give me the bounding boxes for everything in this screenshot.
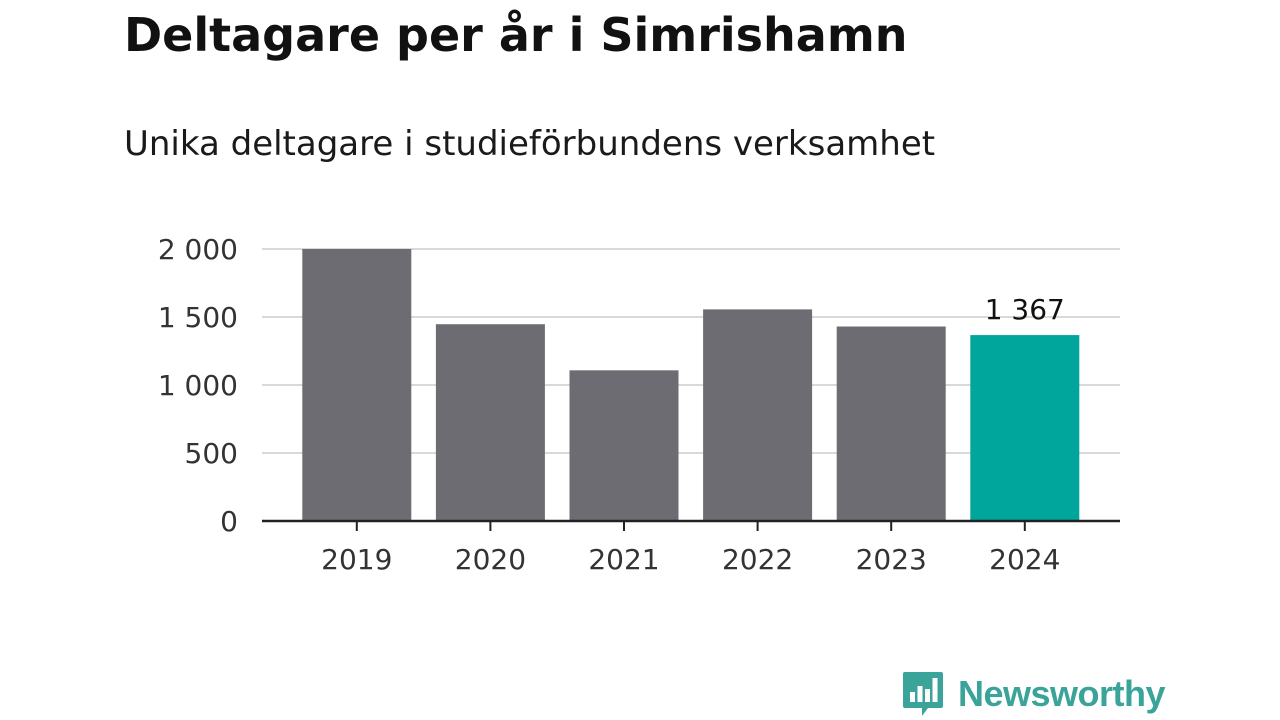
y-tick-label: 1 500 (158, 301, 238, 334)
data-label: 1 367 (985, 293, 1065, 326)
y-tick-label: 2 000 (158, 233, 238, 266)
bar-2019 (302, 249, 412, 521)
y-tick-label: 500 (185, 437, 238, 470)
x-tick-label: 2022 (722, 543, 793, 576)
brand-name: Newsworthy (958, 673, 1166, 714)
y-tick-label: 1 000 (158, 369, 238, 402)
bar-2022 (703, 309, 813, 521)
bar-chart-speech-bubble-icon (903, 672, 943, 716)
x-tick-label: 2020 (455, 543, 526, 576)
y-tick-label: 0 (220, 505, 238, 538)
chart-subtitle: Unika deltagare i studieförbundens verks… (124, 124, 936, 164)
bar-2023 (836, 326, 946, 521)
bar-2024 (970, 335, 1080, 521)
x-tick-label: 2023 (856, 543, 927, 576)
chart-title: Deltagare per år i Simrishamn (124, 8, 908, 62)
bar-2020 (435, 324, 545, 521)
brand-logo: Newsworthy (902, 670, 1166, 718)
x-tick-label: 2024 (989, 543, 1060, 576)
x-tick-label: 2021 (588, 543, 659, 576)
bar-2021 (569, 370, 679, 521)
x-tick-label: 2019 (321, 543, 392, 576)
